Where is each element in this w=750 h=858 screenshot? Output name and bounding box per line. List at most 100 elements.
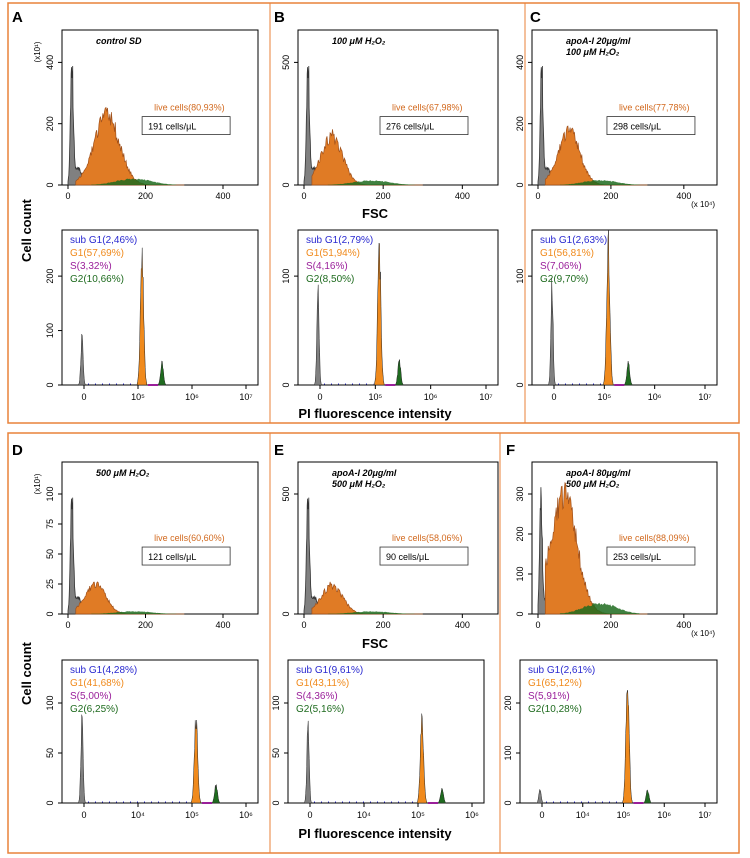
x-tick-label: 400 [455, 191, 470, 201]
plot-frame [61, 659, 259, 804]
y-exponent-label: (x10¹) [33, 473, 42, 494]
panel-title: control SD [96, 36, 142, 46]
x-tick-label: 10⁷ [479, 392, 492, 402]
x-tick-label: 0 [307, 810, 312, 820]
s-g2-peak [211, 784, 221, 804]
y-tick-label: 400 [515, 55, 525, 70]
x-tick-label: 10⁶ [657, 810, 671, 820]
x-tick-label: 10⁵ [597, 392, 611, 402]
x-tick-label: 0 [539, 810, 544, 820]
panel-title-line2: 100 μM H₂O₂ [566, 47, 620, 57]
y-tick-label: 100 [45, 695, 55, 710]
y-tick-label: 0 [45, 382, 55, 387]
legend-g1: G1(56,81%) [540, 248, 594, 259]
panel-title: apoA-I 20μg/ml [566, 36, 631, 46]
x-tick-label: 200 [376, 620, 391, 630]
legend-g2: G2(10,66%) [70, 274, 124, 285]
y-tick-label: 0 [281, 382, 291, 387]
chart-panel-d-fsc: 0 200 400 0 25 50 75 100(x10¹) 500 μM H₂O₂ live c… [33, 461, 259, 630]
legend-subg1: sub G1(2,61%) [528, 665, 595, 676]
x-tick-label: 0 [81, 392, 86, 402]
y-tick-label: 0 [503, 800, 513, 805]
x-title-pi-bottom: PI fluorescence intensity [298, 826, 452, 841]
live-cells-peak [75, 581, 185, 615]
y-exponent-label: (x10¹) [33, 41, 42, 62]
x-tick-label: 10⁴ [357, 810, 371, 820]
y-tick-label: 0 [45, 800, 55, 805]
cell-count-value: 298 cells/μL [613, 122, 661, 132]
cell-count-box [606, 116, 696, 135]
cell-count-box [141, 116, 231, 135]
legend-g2: G2(10,28%) [528, 704, 582, 715]
x-title-fsc-bottom: FSC [362, 636, 389, 651]
x-tick-label: 10⁵ [131, 392, 145, 402]
x-tick-label: 10⁶ [424, 392, 438, 402]
panel-label-e: E [274, 442, 284, 459]
g2-cells-underlay [559, 602, 641, 614]
y-tick-label: 500 [281, 486, 291, 501]
y-tick-label: 100 [503, 745, 513, 760]
x-tick-label: 10⁵ [411, 810, 425, 820]
s-g2-peak [437, 787, 447, 804]
x-tick-label: 10⁵ [617, 810, 631, 820]
y-tick-label: 0 [515, 382, 525, 387]
live-cells-label: live cells(67,98%) [392, 103, 463, 113]
y-tick-label: 0 [281, 611, 291, 616]
section-top-frame [7, 2, 740, 424]
x-title-pi-top: PI fluorescence intensity [298, 406, 452, 421]
y-tick-label: 0 [45, 182, 55, 187]
cell-count-value: 191 cells/μL [148, 122, 196, 132]
cell-count-value: 253 cells/μL [613, 552, 661, 562]
x-tick-label: 10⁴ [576, 810, 590, 820]
legend-subg1: sub G1(4,28%) [70, 665, 137, 676]
cell-count-box [141, 546, 231, 566]
g2-cells-underlay [559, 179, 641, 185]
s-g2-peak [623, 360, 634, 386]
x-tick-label: 400 [215, 620, 230, 630]
y-tick-label: 50 [271, 748, 281, 758]
y-tick-label: 200 [515, 526, 525, 541]
chart-panel-f-fsc: 0 200 400 0 100 200 300 (x 10⁴) apoA-I 80μg/ml50… [515, 461, 718, 638]
x-tick-label: 0 [535, 620, 540, 630]
panel-label-d: D [12, 442, 23, 459]
y-title-top: Cell count [19, 198, 34, 262]
y-tick-label: 50 [45, 748, 55, 758]
y-tick-label: 0 [281, 182, 291, 187]
plot-frame [287, 659, 485, 804]
x-tick-label: 0 [81, 810, 86, 820]
g1-peak [622, 690, 633, 804]
x-title-fsc-top: FSC [362, 206, 389, 221]
legend-g2: G2(9,70%) [540, 274, 588, 285]
y-tick-label: 100 [271, 695, 281, 710]
y-tick-label: 75 [45, 519, 55, 529]
cell-count-box [606, 546, 696, 566]
subg1-peak [78, 714, 86, 804]
legend-g1: G1(65,12%) [528, 678, 582, 689]
panel-title-line2: 500 μM H₂O₂ [566, 479, 620, 489]
y-tick-label: 100 [515, 269, 525, 284]
panel-label-b: B [274, 9, 285, 26]
x-tick-label: 10⁵ [185, 810, 199, 820]
legend-g1: G1(57,69%) [70, 248, 124, 259]
y-tick-label: 200 [45, 269, 55, 284]
y-title-bottom: Cell count [19, 641, 34, 705]
cell-count-box [379, 116, 469, 135]
panel-label-f: F [506, 442, 515, 459]
x-exponent-label: (x 10⁴) [691, 629, 715, 638]
x-tick-label: 10⁴ [131, 810, 145, 820]
panel-title: 100 μM H₂O₂ [332, 36, 386, 46]
x-tick-label: 0 [65, 620, 70, 630]
panel-title: 500 μM H₂O₂ [96, 468, 150, 478]
x-tick-label: 10⁵ [368, 392, 382, 402]
live-cells-label: live cells(88,09%) [619, 533, 690, 543]
x-tick-label: 0 [65, 191, 70, 201]
live-cells-label: live cells(60,60%) [154, 533, 225, 543]
chart-panel-e-pi: 0 10⁴ 10⁵ 10⁶ 0 50 100 sub G1(9,61%) G1(43,11%) S… [271, 659, 485, 820]
legend-s: S(7,06%) [540, 261, 582, 272]
x-tick-label: 10⁶ [465, 810, 479, 820]
g2-cells-underlay [327, 611, 415, 614]
panel-title: apoA-I 20μg/ml [332, 468, 397, 478]
x-tick-label: 0 [535, 191, 540, 201]
